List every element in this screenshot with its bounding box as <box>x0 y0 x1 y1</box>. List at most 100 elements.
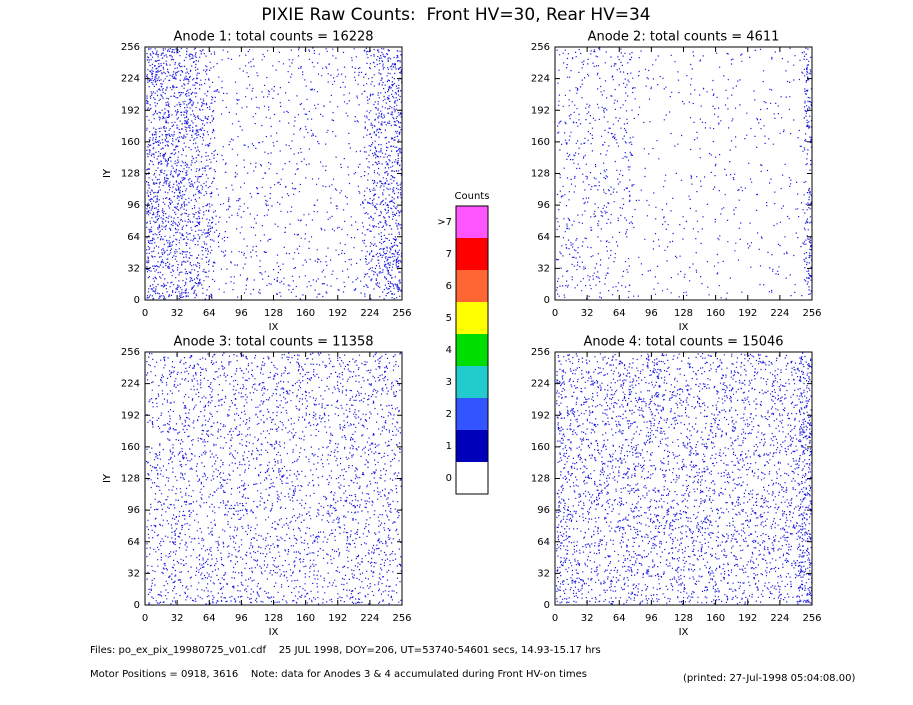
colorbar-segment <box>456 366 488 398</box>
x-tick-label: 32 <box>581 308 594 319</box>
x-tick-label: 96 <box>235 308 248 319</box>
x-tick-label: 64 <box>203 308 216 319</box>
y-axis-label: IY <box>102 168 113 178</box>
colorbar-segment <box>456 238 488 270</box>
y-tick-label: 32 <box>127 568 140 579</box>
y-tick-label: 192 <box>531 105 550 116</box>
count-dots <box>146 47 403 300</box>
count-dots <box>556 352 813 605</box>
colorbar-label: 5 <box>446 313 452 324</box>
x-tick-label: 64 <box>203 613 216 624</box>
y-tick-label: 0 <box>134 600 140 611</box>
y-tick-label: 160 <box>121 137 140 148</box>
y-tick-label: 224 <box>531 379 550 390</box>
x-tick-label: 96 <box>235 613 248 624</box>
x-axis-label: IX <box>679 322 689 333</box>
y-tick-label: 128 <box>121 474 140 485</box>
y-axis-label: IY <box>102 473 113 483</box>
colorbar-label: 3 <box>446 377 452 388</box>
colorbar-label: 2 <box>446 409 452 420</box>
y-tick-label: 256 <box>531 347 550 358</box>
x-tick-label: 128 <box>674 308 693 319</box>
y-tick-label: 256 <box>531 42 550 53</box>
footer-files: Files: po_ex_pix_19980725_v01.cdf 25 JUL… <box>90 645 601 656</box>
x-axis-label: IX <box>269 322 279 333</box>
x-tick-label: 64 <box>613 613 626 624</box>
y-tick-label: 64 <box>127 537 140 548</box>
y-axis-label: IY <box>102 168 113 178</box>
panel-title: Anode 2: total counts = 4611 <box>588 30 780 45</box>
x-tick-label: 160 <box>706 613 725 624</box>
x-tick-label: 192 <box>328 308 347 319</box>
y-tick-label: 32 <box>127 263 140 274</box>
y-tick-label: 128 <box>531 474 550 485</box>
x-tick-label: 0 <box>552 308 558 319</box>
colorbar-label: 6 <box>446 281 452 292</box>
y-tick-label: 32 <box>537 263 550 274</box>
colorbar-label: >7 <box>437 217 452 228</box>
x-axis-label: IX <box>679 627 689 638</box>
colorbar-frame <box>455 205 489 495</box>
y-tick-label: 0 <box>134 295 140 306</box>
y-tick-label: 128 <box>531 169 550 180</box>
x-axis-label: IX <box>269 627 279 638</box>
y-tick-label: 64 <box>127 232 140 243</box>
x-tick-label: 96 <box>645 613 658 624</box>
panel-title: Anode 1: total counts = 16228 <box>173 30 373 45</box>
x-tick-label: 192 <box>328 613 347 624</box>
y-tick-label: 256 <box>121 347 140 358</box>
y-tick-label: 224 <box>531 74 550 85</box>
x-tick-label: 0 <box>142 613 148 624</box>
y-tick-label: 192 <box>531 410 550 421</box>
y-tick-label: 64 <box>537 232 550 243</box>
x-tick-label: 192 <box>738 613 757 624</box>
y-tick-label: 96 <box>537 505 550 516</box>
x-tick-label: 32 <box>581 613 594 624</box>
x-tick-label: 224 <box>770 613 789 624</box>
panel-title: Anode 3: total counts = 11358 <box>173 335 373 350</box>
panel-title: Anode 4: total counts = 15046 <box>583 335 783 350</box>
x-tick-label: 160 <box>296 613 315 624</box>
y-tick-label: 32 <box>537 568 550 579</box>
colorbar-segment <box>456 334 488 366</box>
x-tick-label: 96 <box>645 308 658 319</box>
count-dots <box>556 47 813 300</box>
y-axis-label: IY <box>102 473 113 483</box>
y-tick-label: 224 <box>121 379 140 390</box>
y-tick-label: 256 <box>121 42 140 53</box>
x-tick-label: 128 <box>264 613 283 624</box>
x-tick-label: 128 <box>674 613 693 624</box>
y-tick-label: 96 <box>537 200 550 211</box>
y-tick-label: 96 <box>127 505 140 516</box>
x-tick-label: 128 <box>264 308 283 319</box>
count-dots <box>146 352 403 605</box>
y-tick-label: 192 <box>121 410 140 421</box>
x-tick-label: 224 <box>770 308 789 319</box>
x-tick-label: 256 <box>392 613 411 624</box>
colorbar-label: 7 <box>446 249 452 260</box>
y-tick-label: 160 <box>531 442 550 453</box>
y-tick-label: 0 <box>544 600 550 611</box>
y-tick-label: 160 <box>121 442 140 453</box>
y-tick-label: 128 <box>121 169 140 180</box>
colorbar-segment <box>456 398 488 430</box>
y-tick-label: 64 <box>537 537 550 548</box>
colorbar-label: 1 <box>446 441 452 452</box>
x-tick-label: 160 <box>706 308 725 319</box>
x-tick-label: 256 <box>802 308 821 319</box>
y-tick-label: 0 <box>544 295 550 306</box>
colorbar-label: 4 <box>446 345 452 356</box>
x-tick-label: 0 <box>552 613 558 624</box>
page-title: PIXIE Raw Counts: Front HV=30, Rear HV=3… <box>261 5 650 25</box>
colorbar-segment <box>456 462 488 494</box>
footer-printed: (printed: 27-Jul-1998 05:04:08.00) <box>683 673 855 684</box>
colorbar-segment <box>456 270 488 302</box>
y-tick-label: 96 <box>127 200 140 211</box>
x-tick-label: 0 <box>142 308 148 319</box>
x-tick-label: 32 <box>171 613 184 624</box>
x-tick-label: 256 <box>802 613 821 624</box>
colorbar-label: 0 <box>446 473 452 484</box>
footer-motor: Motor Positions = 0918, 3616 Note: data … <box>90 669 587 680</box>
y-tick-label: 192 <box>121 105 140 116</box>
